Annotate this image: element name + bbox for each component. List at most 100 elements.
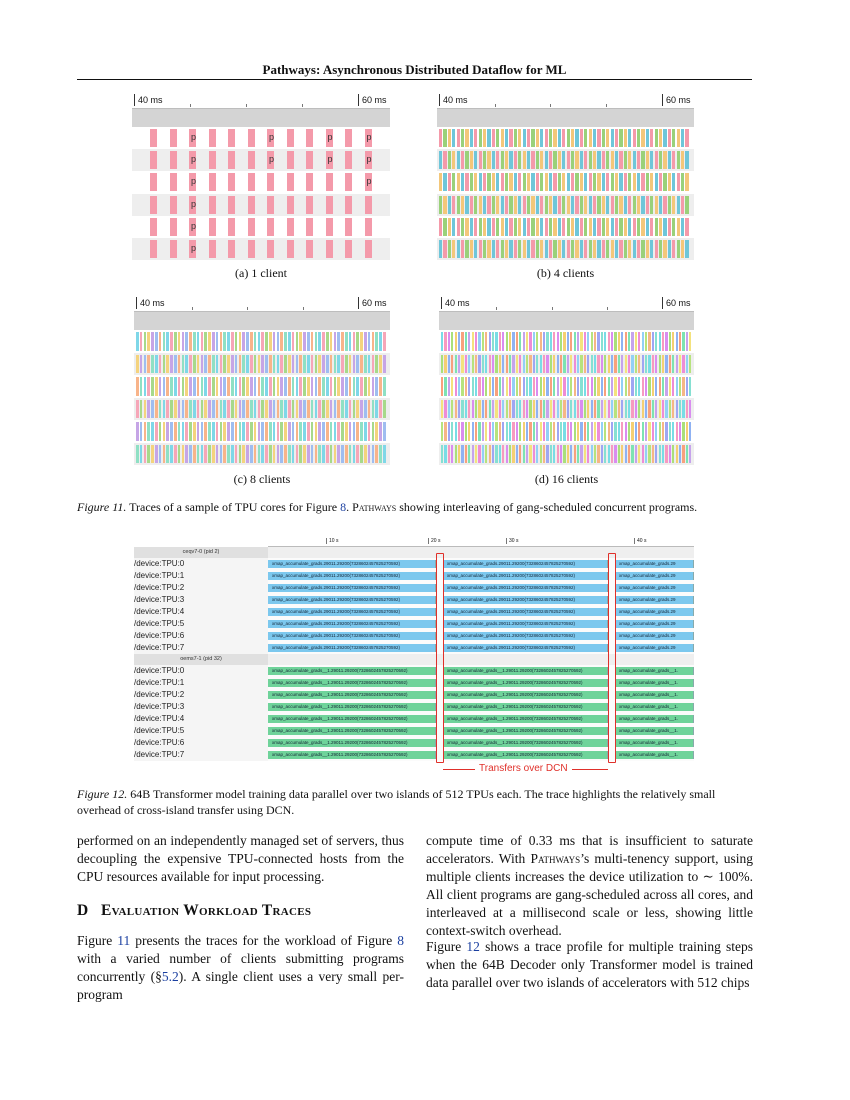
- program-bar: [628, 129, 632, 148]
- program-bar: [689, 332, 692, 351]
- program-bar: [556, 444, 559, 463]
- program-bar: [147, 399, 150, 418]
- program-bar: [580, 377, 583, 396]
- program-bar: [553, 217, 557, 236]
- program-bar: [641, 332, 644, 351]
- minor-tick: [606, 104, 607, 107]
- program-bar: [526, 422, 529, 441]
- program-bar: [491, 217, 495, 236]
- program-bar: [193, 422, 196, 441]
- program-bar: [333, 422, 337, 441]
- program-bar: [610, 217, 614, 236]
- program-bar: [208, 377, 211, 396]
- op-box: xmap_accumulate_grads.29011.29200(732860…: [268, 584, 436, 592]
- program-bar: [491, 129, 495, 148]
- header-rule: [77, 79, 752, 80]
- op-box: xmap_accumulate_grads.29011.29200(732860…: [268, 644, 436, 652]
- program-bar: [536, 354, 539, 373]
- program-bar: [628, 239, 632, 258]
- program-bar: [502, 354, 505, 373]
- program-bar: [648, 399, 651, 418]
- program-bar: [151, 354, 154, 373]
- program-bar: [662, 332, 665, 351]
- program-bar: [549, 354, 552, 373]
- program-bar: [345, 217, 352, 236]
- device-row: xmap_accumulate_grads.29011.29200(732860…: [268, 618, 694, 630]
- program-bar: [345, 377, 348, 396]
- program-bar: [253, 422, 257, 441]
- figure-ref-link[interactable]: 11: [117, 933, 131, 948]
- program-bar: [481, 354, 484, 373]
- core-lane: [134, 442, 390, 465]
- program-bar: [481, 399, 484, 418]
- program-bar: [267, 195, 274, 214]
- op-box: xmap_accumulate_grads.29: [615, 584, 694, 592]
- program-bar: [583, 399, 586, 418]
- program-bar: [584, 173, 588, 192]
- program-bar: [518, 129, 522, 148]
- figure-ref-link[interactable]: 8: [340, 500, 347, 514]
- program-bar: [526, 332, 529, 351]
- section-ref-link[interactable]: 5.2: [161, 969, 179, 984]
- program-bar: [679, 444, 682, 463]
- minor-tick: [302, 104, 303, 107]
- program-bar: [487, 173, 491, 192]
- program-bar: [685, 151, 689, 170]
- program-bar: [257, 444, 261, 463]
- program-bar: [617, 444, 620, 463]
- program-bar: [461, 217, 465, 236]
- program-bar: [606, 129, 610, 148]
- program-bar: [174, 422, 177, 441]
- program-bar: [139, 422, 143, 441]
- program-bar: [143, 422, 147, 441]
- program-bar: [566, 195, 570, 214]
- program-bar: [356, 377, 359, 396]
- program-bar: [341, 422, 344, 441]
- program-bar: [546, 354, 549, 373]
- program-bar: [231, 377, 234, 396]
- program-bar: [685, 129, 689, 148]
- program-bar: [325, 239, 333, 258]
- op-box: xmap_accumulate_grads__1.29011.29200(732…: [268, 727, 436, 735]
- program-bar: [544, 195, 548, 214]
- section-letter: D: [77, 902, 89, 919]
- op-box: xmap_accumulate_grads__1.: [615, 739, 694, 747]
- program-bar: [371, 399, 375, 418]
- program-bar: [345, 422, 348, 441]
- program-bar: [246, 399, 249, 418]
- core-lane: [134, 420, 390, 443]
- program-bar: [502, 444, 505, 463]
- subcaption-c: (c) 8 clients: [233, 472, 291, 486]
- program-bar: [451, 444, 454, 463]
- program-bar: [299, 444, 302, 463]
- figure-ref-link[interactable]: 8: [397, 933, 405, 948]
- program-bar: [169, 173, 177, 192]
- program-bar: [284, 444, 287, 463]
- program-bar: [600, 332, 603, 351]
- program-bar: [619, 151, 623, 170]
- program-bar: [527, 195, 531, 214]
- program-bar: [458, 332, 461, 351]
- program-bar: [147, 377, 150, 396]
- program-bar: [505, 151, 509, 170]
- program-bar: [672, 377, 675, 396]
- program-bar: [299, 332, 302, 351]
- program-bar: [573, 422, 576, 441]
- program-bar: [658, 354, 661, 373]
- program-bar: [604, 354, 607, 373]
- program-bar: [150, 151, 157, 170]
- program-bar: [531, 151, 535, 170]
- program-bar: [454, 354, 457, 373]
- program-p-label: p: [366, 176, 372, 187]
- program-p-label: p: [191, 220, 197, 231]
- program-bar: [604, 377, 607, 396]
- program-bar: [549, 195, 553, 214]
- program-bar: [326, 377, 329, 396]
- figure-ref-link[interactable]: 12: [466, 939, 480, 954]
- program-bar: [593, 195, 597, 214]
- program-bar: [212, 399, 215, 418]
- program-bar: [329, 422, 333, 441]
- program-bar: [604, 422, 607, 441]
- program-bar: [379, 422, 382, 441]
